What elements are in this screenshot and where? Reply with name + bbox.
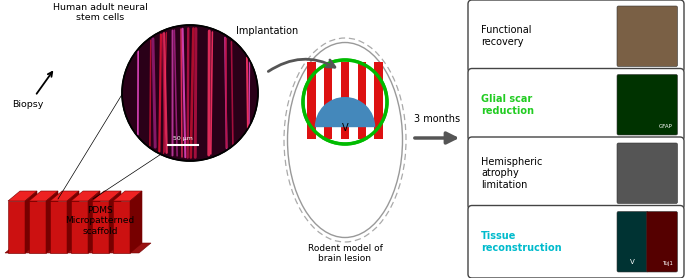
Polygon shape [71,191,100,201]
Text: Hemispheric
atrophy
limitation: Hemispheric atrophy limitation [481,157,542,190]
Polygon shape [29,191,58,201]
Polygon shape [92,201,109,253]
FancyBboxPatch shape [617,75,678,135]
Polygon shape [341,62,350,139]
Polygon shape [374,62,383,139]
Text: 3 months: 3 months [414,114,460,124]
Polygon shape [46,191,58,253]
Text: Implantation: Implantation [236,26,298,36]
Text: Glial scar
reduction: Glial scar reduction [481,94,534,116]
FancyBboxPatch shape [617,6,678,66]
Polygon shape [113,201,130,253]
Polygon shape [332,62,341,139]
Text: Biopsy: Biopsy [12,100,43,109]
Polygon shape [8,191,37,201]
FancyBboxPatch shape [468,68,684,141]
Polygon shape [366,62,374,139]
Polygon shape [130,191,142,253]
Text: Tissue
reconstruction: Tissue reconstruction [481,231,561,252]
Polygon shape [358,62,366,139]
Polygon shape [88,191,100,253]
Polygon shape [109,191,121,253]
Polygon shape [50,191,79,201]
Polygon shape [29,201,46,253]
Polygon shape [350,62,358,139]
Text: Rodent model of
brain lesion: Rodent model of brain lesion [308,244,383,263]
Circle shape [122,25,258,161]
Polygon shape [8,201,25,253]
Polygon shape [113,191,142,201]
Polygon shape [316,62,324,139]
Text: PDMS
Micropatterned
scaffold: PDMS Micropatterned scaffold [65,206,135,236]
Text: Functional
recovery: Functional recovery [481,26,532,47]
Ellipse shape [288,43,402,237]
Polygon shape [324,62,332,139]
Text: Tuj1: Tuj1 [662,262,673,267]
FancyBboxPatch shape [468,137,684,210]
FancyBboxPatch shape [617,143,678,203]
Polygon shape [71,201,88,253]
Wedge shape [314,97,375,127]
Polygon shape [5,243,151,253]
FancyBboxPatch shape [468,205,684,278]
Polygon shape [92,191,121,201]
Text: 50 μm: 50 μm [173,136,193,141]
Text: Human adult neural
stem cells: Human adult neural stem cells [52,3,147,23]
Polygon shape [25,191,37,253]
Circle shape [303,60,387,144]
Polygon shape [308,62,316,139]
Text: V: V [342,123,348,133]
FancyBboxPatch shape [617,212,648,272]
Text: GFAP: GFAP [659,125,673,130]
FancyBboxPatch shape [468,0,684,73]
Polygon shape [50,201,67,253]
Text: V: V [630,259,635,265]
Polygon shape [67,191,79,253]
FancyBboxPatch shape [646,212,678,272]
